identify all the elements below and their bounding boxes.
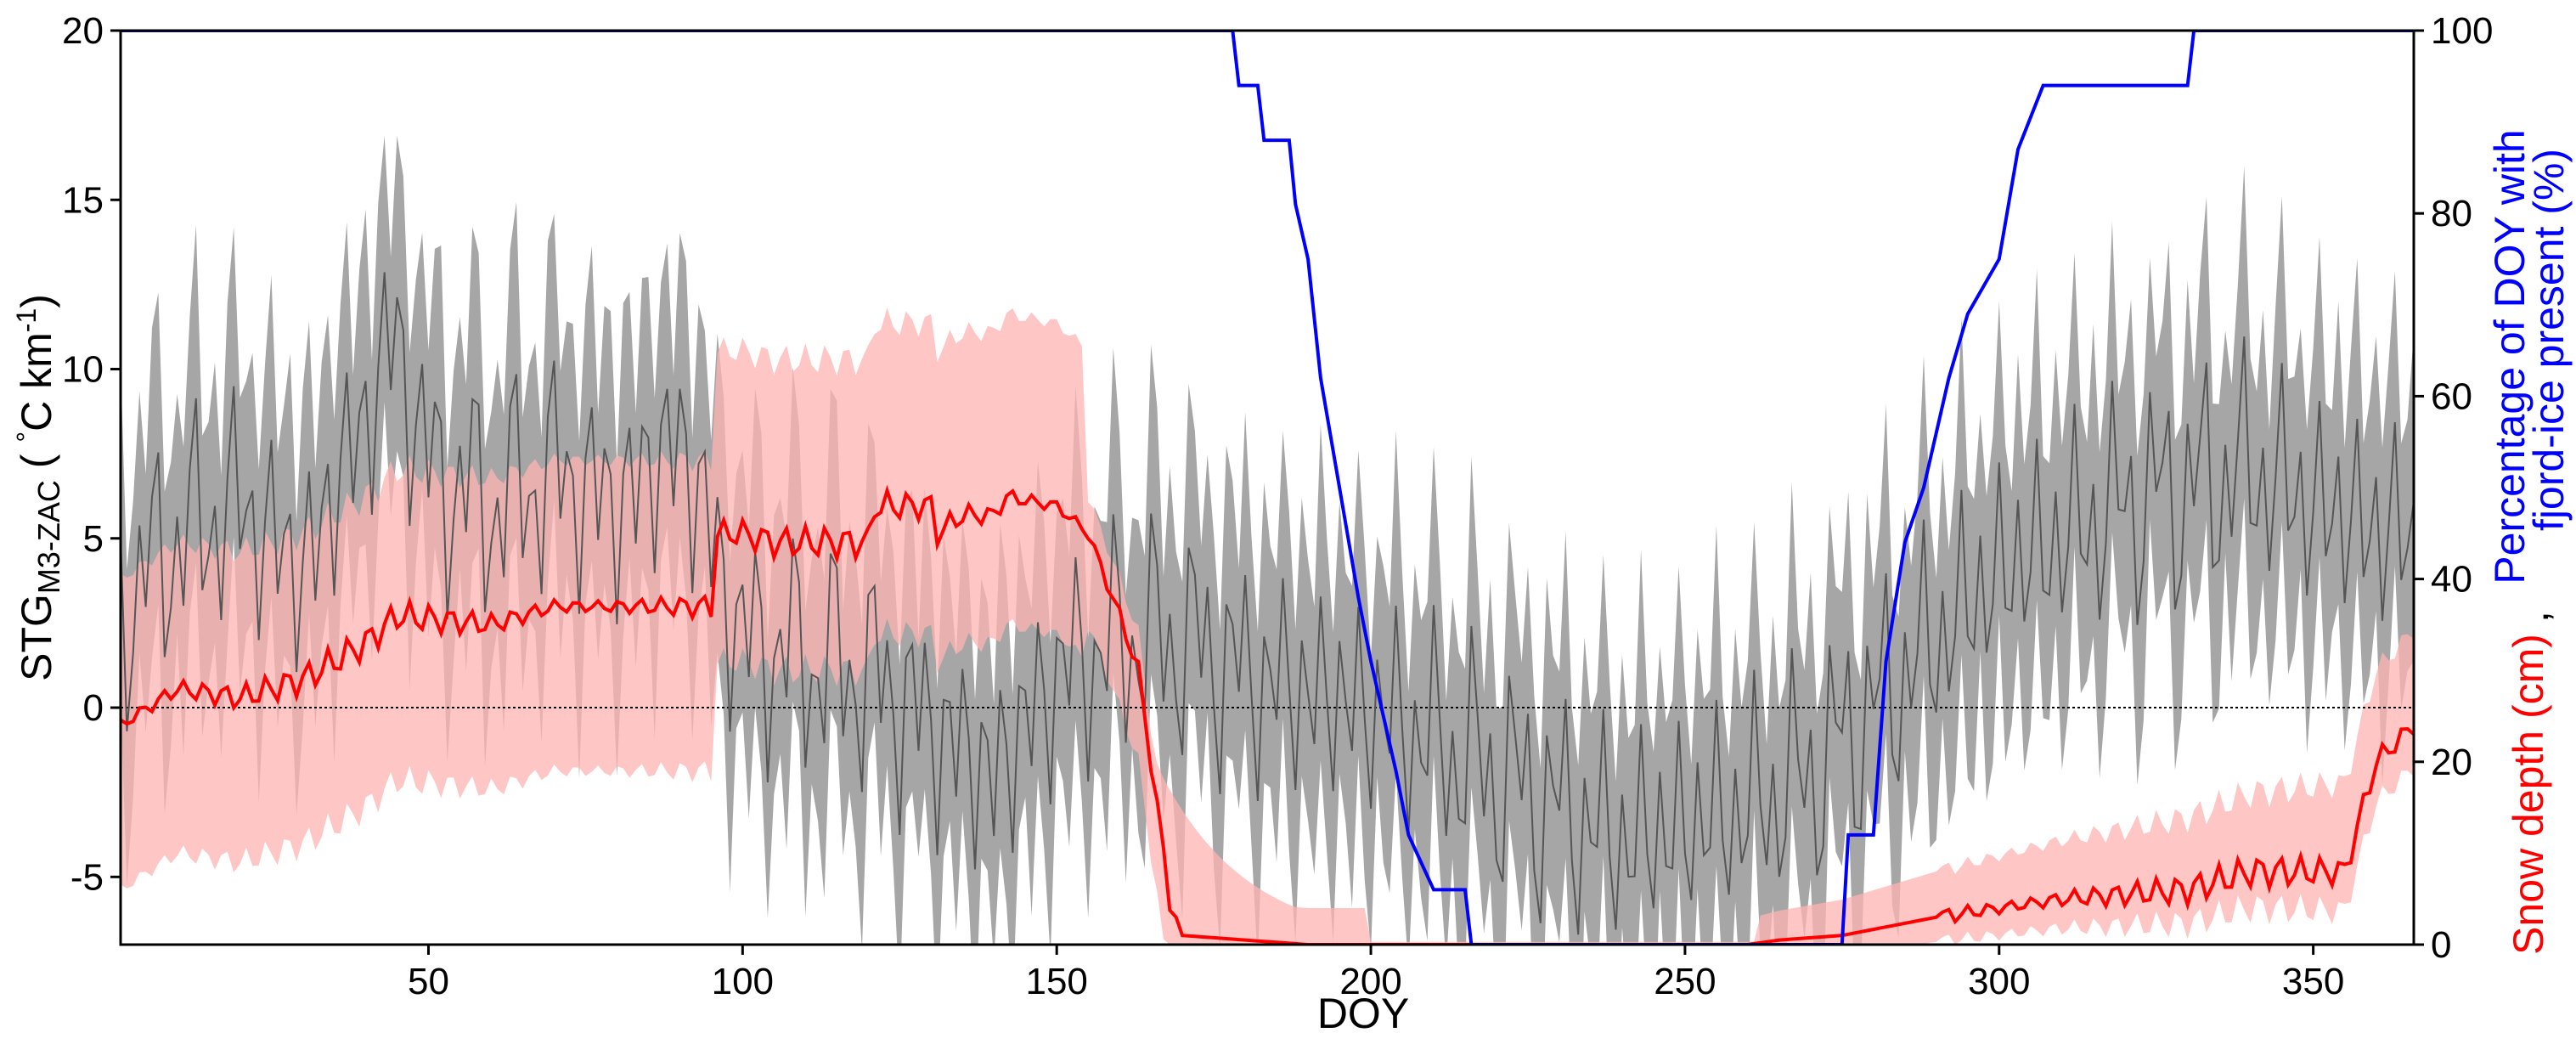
- y-axis: 20 15 10 5 0 -5: [62, 10, 121, 898]
- y2-tick-label: 100: [2431, 10, 2493, 52]
- y2-tick-label: 20: [2431, 742, 2472, 783]
- plot-area: [121, 31, 2414, 945]
- y-tick-label: 15: [62, 179, 104, 221]
- x-tick-label: 100: [712, 961, 774, 1002]
- y2-axis-label-line1: Percentage of DOY with: [2486, 129, 2534, 584]
- x-tick-label: 250: [1654, 961, 1716, 1002]
- x-tick-label: 50: [408, 961, 449, 1002]
- x-axis-label: DOY: [1317, 990, 1409, 1037]
- stg-band: [121, 135, 2414, 945]
- fjord-ice-series-line: [121, 31, 2414, 945]
- fjord-ice-line: [121, 31, 2414, 945]
- y2-axis: 100 80 60 40 20 0: [2414, 10, 2493, 966]
- stg-line: [121, 272, 2414, 935]
- y2-axis-label-snow: Snow depth (cm): [2505, 634, 2552, 955]
- y2-axis-label-separator: ,: [2510, 611, 2557, 623]
- y2-tick-label: 80: [2431, 193, 2472, 234]
- y-axis-label: STGM3-ZAC ( °C km-1): [11, 294, 66, 681]
- y-tick-label: 20: [62, 10, 104, 52]
- stg-series-line: [121, 272, 2414, 935]
- stg-band-area: [121, 135, 2414, 945]
- y2-tick-label: 60: [2431, 375, 2472, 417]
- y-tick-label: 10: [62, 349, 104, 391]
- y2-tick-label: 0: [2431, 924, 2451, 966]
- y-tick-label: 0: [83, 687, 104, 729]
- x-tick-label: 300: [1968, 961, 2030, 1002]
- y2-tick-label: 40: [2431, 559, 2472, 601]
- y-tick-label: -5: [70, 856, 104, 898]
- plot-frame: [119, 29, 2415, 946]
- snow-depth-series-line: [121, 484, 2414, 945]
- x-tick-label: 150: [1025, 961, 1087, 1002]
- y-tick-label: 5: [83, 518, 104, 560]
- y2-axis-label-line2: fjord-ice present (%): [2525, 149, 2573, 531]
- snow-depth-line: [121, 484, 2414, 945]
- snow-depth-band-area: [121, 308, 2414, 945]
- x-tick-label: 200: [1339, 961, 1401, 1002]
- snow-depth-band: [121, 308, 2414, 945]
- x-tick-label: 350: [2282, 961, 2344, 1002]
- x-axis: 50 100 150 200 250 300 350: [408, 945, 2344, 1002]
